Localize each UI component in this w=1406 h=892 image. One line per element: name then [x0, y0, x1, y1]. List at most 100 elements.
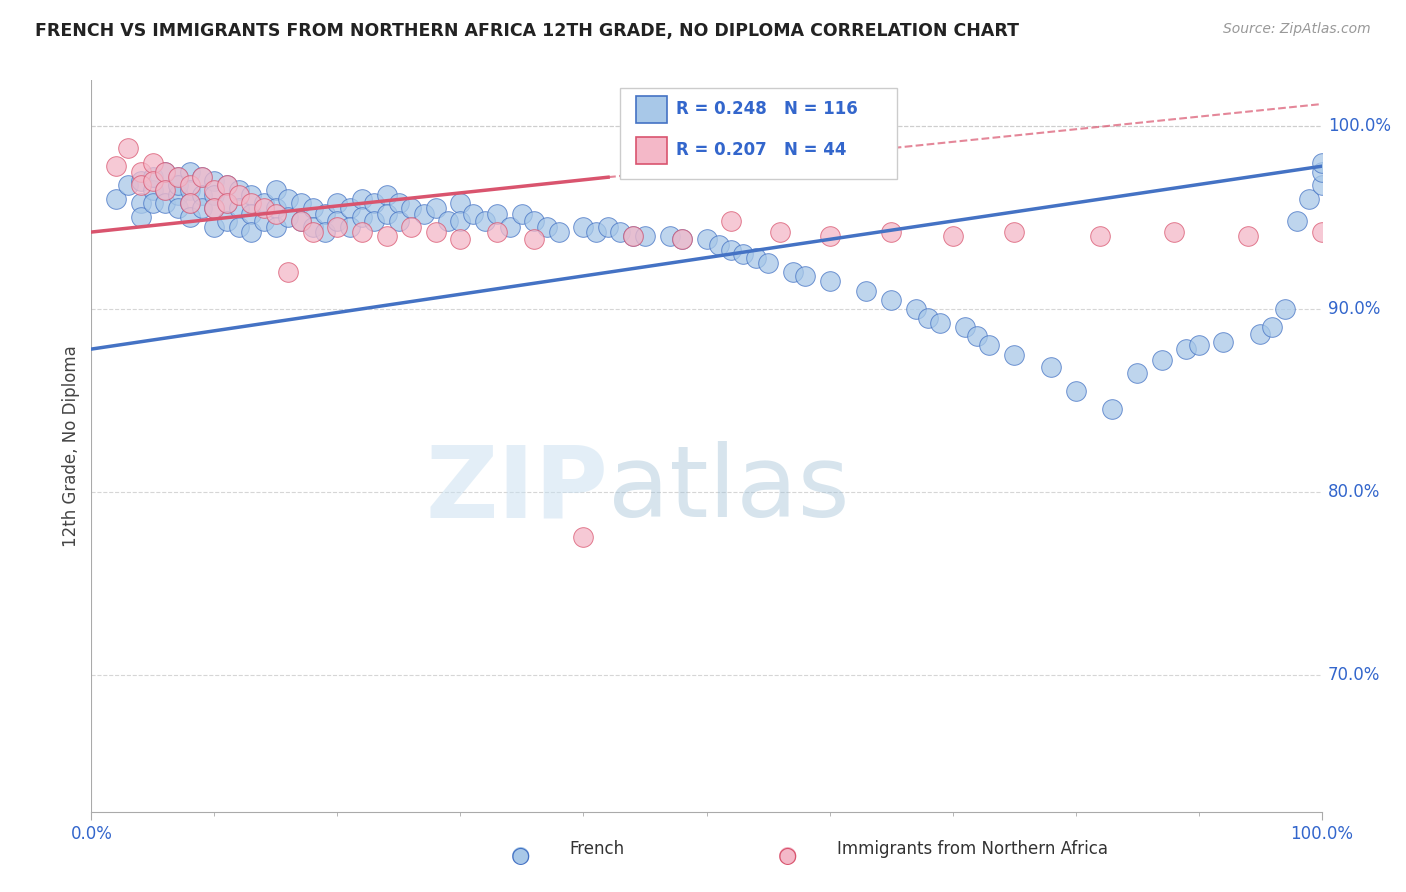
Point — [105, 159, 127, 173]
Point — [301, 219, 323, 234]
Point — [880, 293, 903, 307]
Point — [707, 237, 730, 252]
Point — [1212, 334, 1234, 349]
Point — [191, 170, 214, 185]
Point — [290, 214, 312, 228]
FancyBboxPatch shape — [637, 95, 666, 123]
Point — [179, 195, 201, 210]
Point — [375, 207, 398, 221]
Point — [129, 211, 152, 225]
Point — [202, 201, 225, 215]
Point — [240, 207, 263, 221]
Point — [215, 178, 238, 192]
Point — [339, 219, 361, 234]
Text: Immigrants from Northern Africa: Immigrants from Northern Africa — [837, 840, 1108, 858]
Point — [449, 195, 471, 210]
Point — [572, 219, 595, 234]
Point — [215, 214, 238, 228]
Text: ●: ● — [778, 845, 797, 864]
Point — [523, 232, 546, 246]
Point — [449, 214, 471, 228]
Point — [352, 211, 374, 225]
Text: ○: ○ — [510, 847, 530, 866]
Text: 100.0%: 100.0% — [1327, 117, 1391, 135]
Point — [621, 228, 644, 243]
Point — [326, 195, 349, 210]
Point — [658, 228, 681, 243]
Point — [215, 178, 238, 192]
Point — [510, 207, 533, 221]
Point — [363, 214, 385, 228]
Point — [425, 225, 447, 239]
Point — [129, 195, 152, 210]
Text: ●: ● — [510, 845, 530, 864]
Point — [399, 219, 422, 234]
Text: 90.0%: 90.0% — [1327, 300, 1381, 318]
Point — [720, 214, 742, 228]
Point — [941, 228, 963, 243]
Point — [240, 195, 263, 210]
Point — [142, 174, 165, 188]
Point — [129, 178, 152, 192]
Point — [129, 174, 152, 188]
Point — [671, 232, 693, 246]
Point — [1310, 164, 1333, 178]
Point — [547, 225, 569, 239]
Point — [117, 178, 139, 192]
Text: 70.0%: 70.0% — [1327, 665, 1381, 683]
Point — [264, 207, 287, 221]
Point — [388, 195, 411, 210]
Y-axis label: 12th Grade, No Diploma: 12th Grade, No Diploma — [62, 345, 80, 547]
Point — [1310, 225, 1333, 239]
Point — [917, 310, 939, 325]
Point — [153, 195, 177, 210]
Point — [253, 201, 276, 215]
Point — [609, 225, 631, 239]
Text: ○: ○ — [778, 847, 797, 866]
Point — [202, 219, 225, 234]
Point — [179, 164, 201, 178]
Point — [105, 192, 127, 206]
Point — [290, 214, 312, 228]
Point — [745, 251, 768, 265]
Point — [1039, 360, 1063, 375]
Point — [720, 244, 742, 258]
Point — [290, 195, 312, 210]
Point — [1088, 228, 1111, 243]
Point — [486, 225, 509, 239]
Point — [671, 232, 693, 246]
Point — [153, 183, 177, 197]
Point — [142, 170, 165, 185]
Point — [585, 225, 607, 239]
Point — [215, 195, 238, 210]
Text: 80.0%: 80.0% — [1327, 483, 1381, 500]
Point — [191, 170, 214, 185]
Point — [166, 170, 188, 185]
Point — [523, 214, 546, 228]
Point — [166, 201, 188, 215]
Point — [399, 201, 422, 215]
Point — [352, 225, 374, 239]
Point — [818, 228, 841, 243]
Point — [301, 225, 323, 239]
Point — [264, 201, 287, 215]
Point — [769, 225, 792, 239]
Point — [191, 188, 214, 202]
Point — [228, 201, 250, 215]
Point — [129, 164, 152, 178]
FancyBboxPatch shape — [620, 87, 897, 179]
Point — [1285, 214, 1308, 228]
Point — [352, 192, 374, 206]
Point — [215, 195, 238, 210]
Text: R = 0.207   N = 44: R = 0.207 N = 44 — [676, 141, 846, 159]
Point — [756, 256, 779, 270]
Point — [782, 265, 804, 279]
Point — [326, 214, 349, 228]
Point — [1163, 225, 1185, 239]
Point — [979, 338, 1001, 352]
Point — [375, 188, 398, 202]
Point — [1310, 155, 1333, 169]
Point — [880, 225, 903, 239]
Point — [277, 265, 299, 279]
Point — [253, 214, 276, 228]
